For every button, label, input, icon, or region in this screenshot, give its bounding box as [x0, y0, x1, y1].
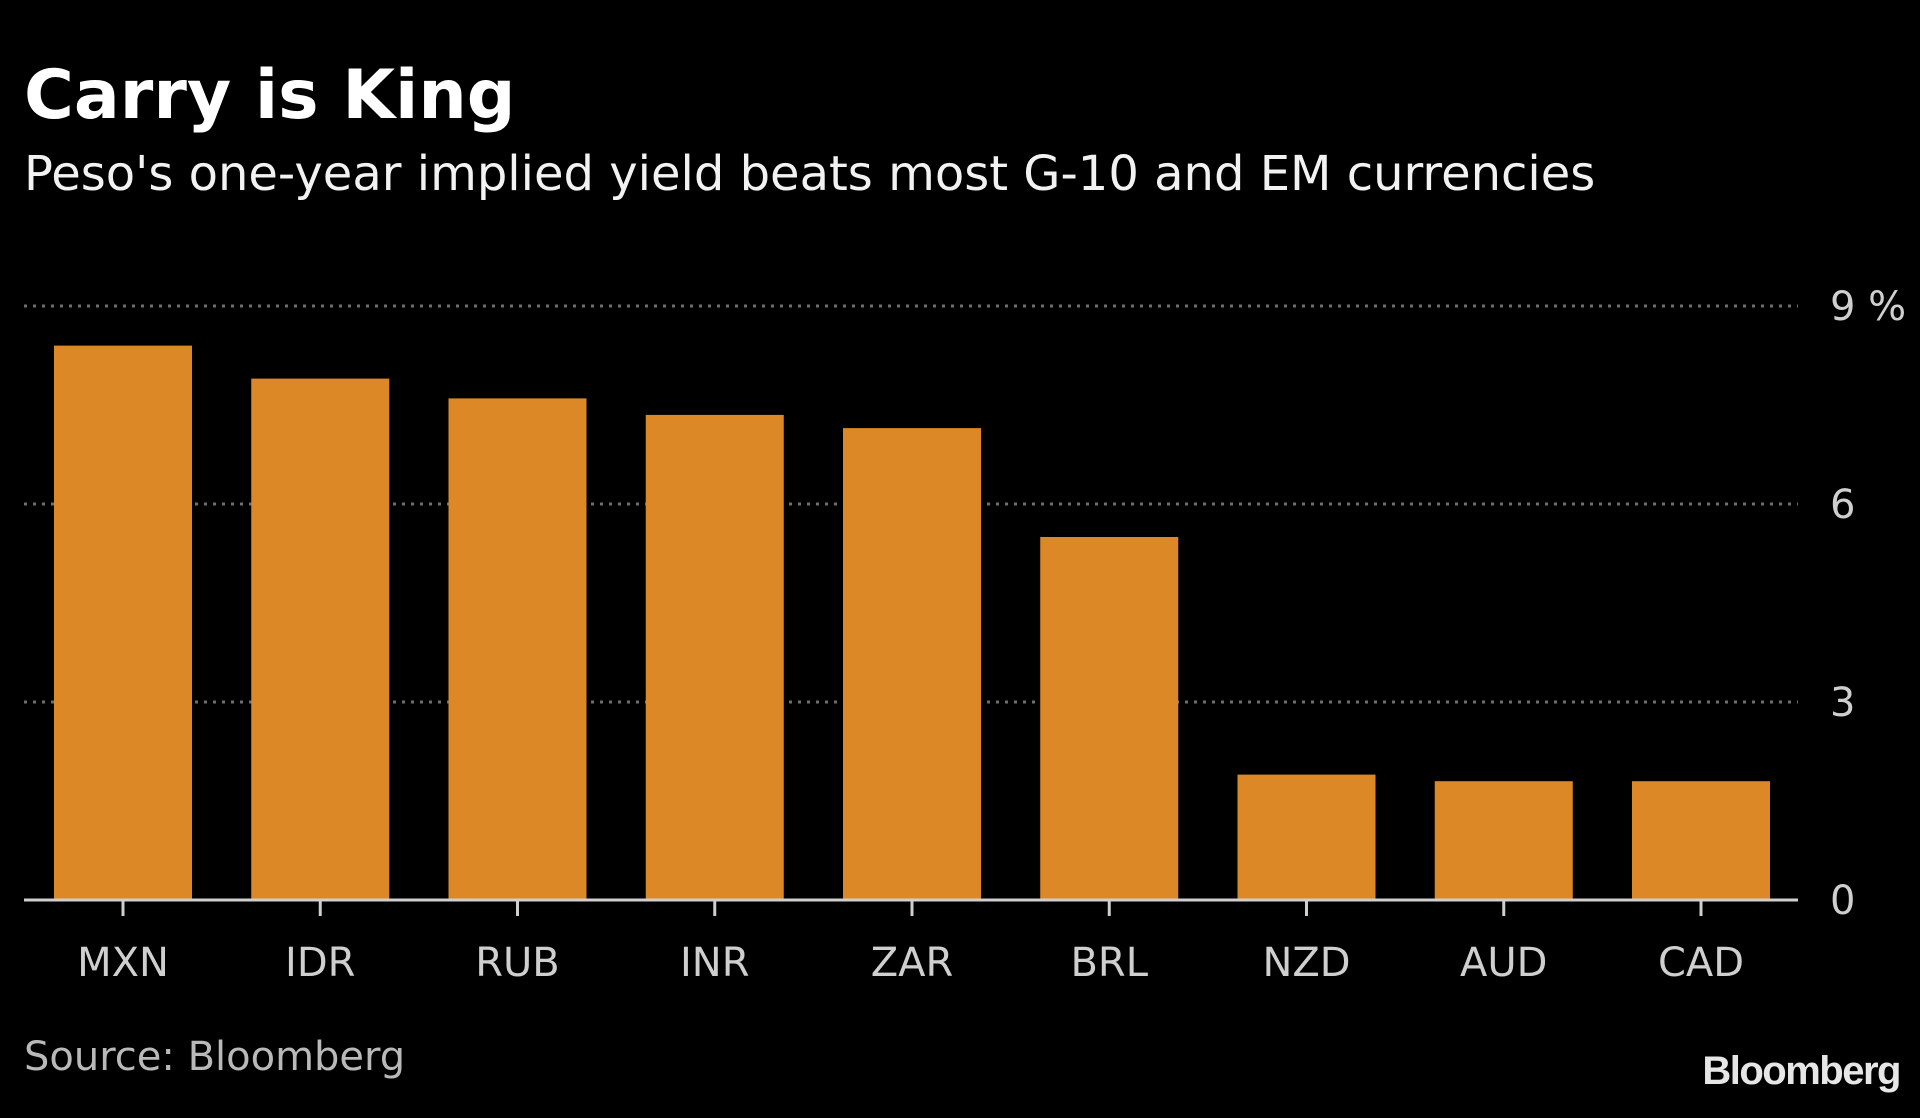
chart-title: Carry is King — [24, 56, 516, 135]
bloomberg-logo: Bloomberg — [1702, 1049, 1901, 1093]
bar-mxn — [54, 345, 192, 901]
x-tick-label-idr: IDR — [285, 940, 355, 986]
bar-cad — [1632, 781, 1770, 900]
x-tick-label-cad: CAD — [1658, 940, 1744, 986]
x-axis-ticks — [121, 900, 1703, 916]
x-tick-label-brl: BRL — [1070, 940, 1148, 986]
source-note: Source: Bloomberg — [24, 1034, 406, 1080]
x-tick-label-aud: AUD — [1460, 940, 1547, 986]
bars — [54, 345, 1770, 901]
y-axis-labels: 0 3 6 9 % — [1830, 284, 1906, 924]
bar-inr — [645, 414, 784, 900]
x-tick-label-rub: RUB — [475, 940, 560, 986]
chart-subtitle: Peso's one-year implied yield beats most… — [24, 146, 1596, 202]
y-tick-label: 6 — [1830, 482, 1855, 528]
x-tick-label-mxn: MXN — [77, 940, 169, 986]
bar-rub — [448, 398, 587, 900]
bar-aud — [1434, 781, 1573, 900]
bar-nzd — [1237, 774, 1376, 900]
gridlines — [24, 304, 1798, 704]
x-tick-label-zar: ZAR — [871, 940, 954, 986]
x-axis-labels: MXN IDR RUB INR ZAR BRL NZD AUD CAD — [77, 940, 1744, 986]
bar-brl — [1040, 537, 1179, 900]
bar-idr — [251, 378, 390, 901]
x-tick-label-inr: INR — [680, 940, 750, 986]
y-tick-label: 0 — [1830, 878, 1855, 924]
bar-zar — [843, 428, 981, 900]
x-tick-label-nzd: NZD — [1262, 940, 1350, 986]
y-tick-label: 3 — [1830, 680, 1855, 726]
y-tick-label: 9 % — [1830, 284, 1906, 330]
